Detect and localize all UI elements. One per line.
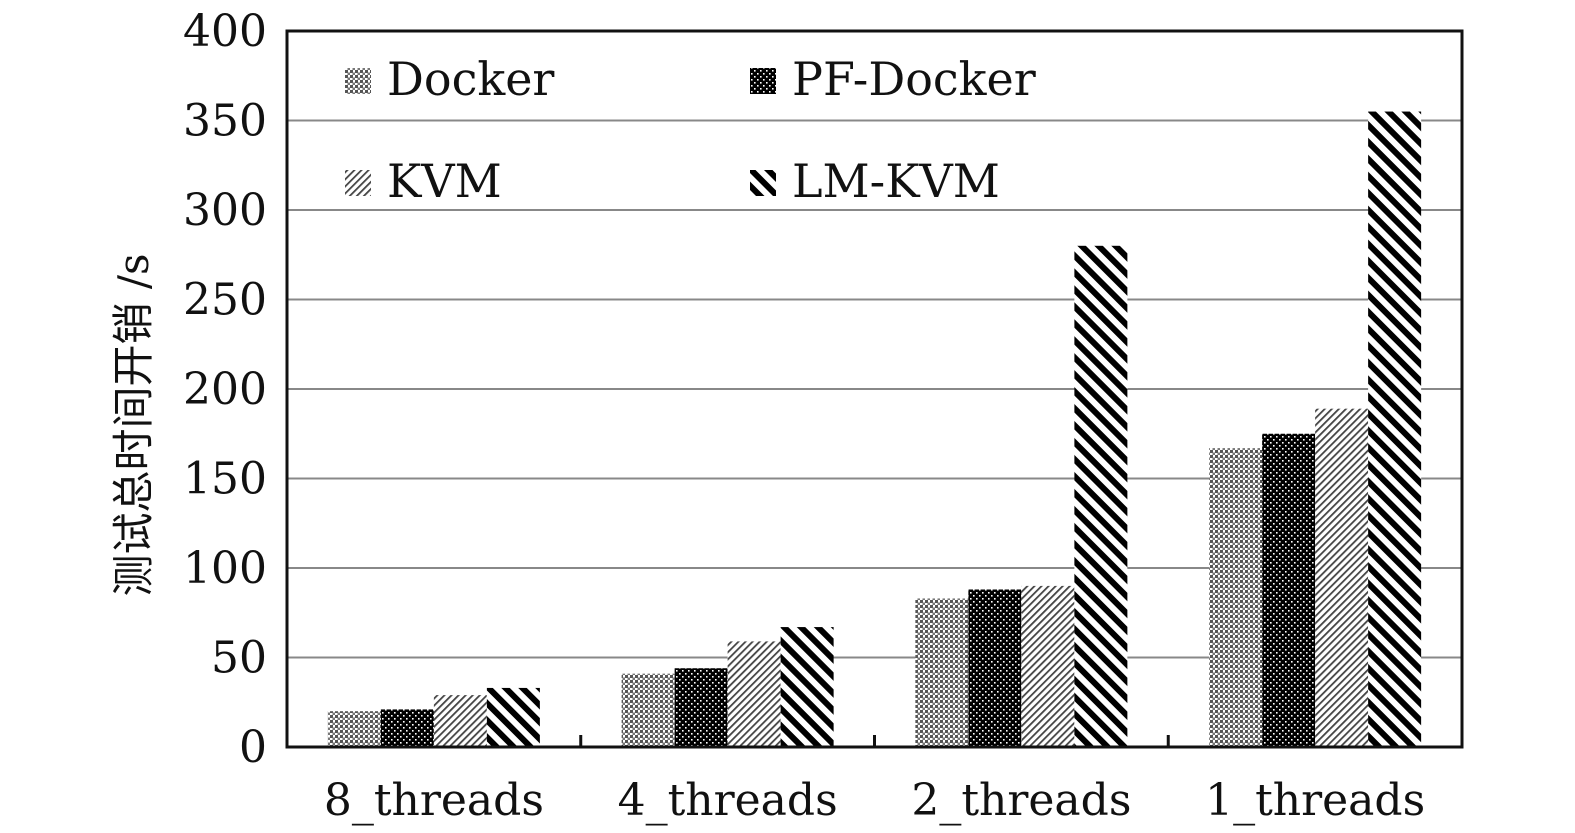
bar-docker-4-threads	[621, 673, 675, 747]
x-tick-label: 8_threads	[324, 775, 544, 826]
x-tick-label: 1_threads	[1205, 775, 1425, 826]
bar-lm-kvm-4-threads	[780, 627, 834, 747]
y-tick-label: 200	[183, 364, 267, 415]
bar-kvm-8-threads	[433, 695, 487, 747]
x-tick-label: 2_threads	[911, 775, 1131, 826]
bar-pf-docker-8-threads	[380, 709, 434, 747]
bar-kvm-1-threads	[1315, 408, 1369, 747]
legend-swatch-lm-kvm	[750, 170, 776, 196]
legend-label-kvm: KVM	[387, 154, 502, 208]
gridlines	[287, 119, 1462, 659]
bar-kvm-4-threads	[727, 641, 781, 747]
y-tick-label: 250	[183, 275, 267, 326]
y-tick-label: 0	[239, 722, 267, 773]
x-tick-label: 4_threads	[618, 775, 838, 826]
bar-docker-8-threads	[327, 711, 381, 747]
legend-swatch-kvm	[345, 170, 371, 196]
y-tick-label: 350	[183, 96, 267, 147]
legend-label-docker: Docker	[387, 52, 554, 106]
bar-pf-docker-1-threads	[1262, 433, 1316, 747]
y-axis-label: 测试总时间开销 /s	[109, 253, 158, 596]
legend-swatch-docker	[345, 68, 371, 94]
legend: Docker PF-Docker KVM LM-KVM	[345, 52, 1036, 208]
y-tick-label: 300	[183, 185, 267, 236]
bar-lm-kvm-2-threads	[1074, 245, 1128, 748]
y-tick-label: 150	[183, 454, 267, 505]
bar-kvm-2-threads	[1021, 585, 1075, 747]
y-tick-label: 50	[211, 633, 267, 684]
bar-pf-docker-4-threads	[674, 668, 728, 747]
y-tick-label: 100	[183, 543, 267, 594]
bar-lm-kvm-8-threads	[486, 687, 540, 747]
bar-lm-kvm-1-threads	[1368, 111, 1422, 748]
legend-swatch-pf-docker	[750, 68, 776, 94]
y-axis-ticks: 0 50 100 150 200 250 300 350 400	[183, 6, 267, 773]
bars	[327, 111, 1422, 748]
bar-docker-1-threads	[1209, 448, 1263, 747]
y-tick-label: 400	[183, 6, 267, 57]
legend-label-pf-docker: PF-Docker	[792, 52, 1036, 106]
x-axis-ticks: 8_threads 4_threads 2_threads 1_threads	[324, 735, 1425, 826]
bar-docker-2-threads	[915, 598, 969, 747]
bar-pf-docker-2-threads	[968, 589, 1022, 747]
legend-label-lm-kvm: LM-KVM	[792, 154, 1000, 208]
